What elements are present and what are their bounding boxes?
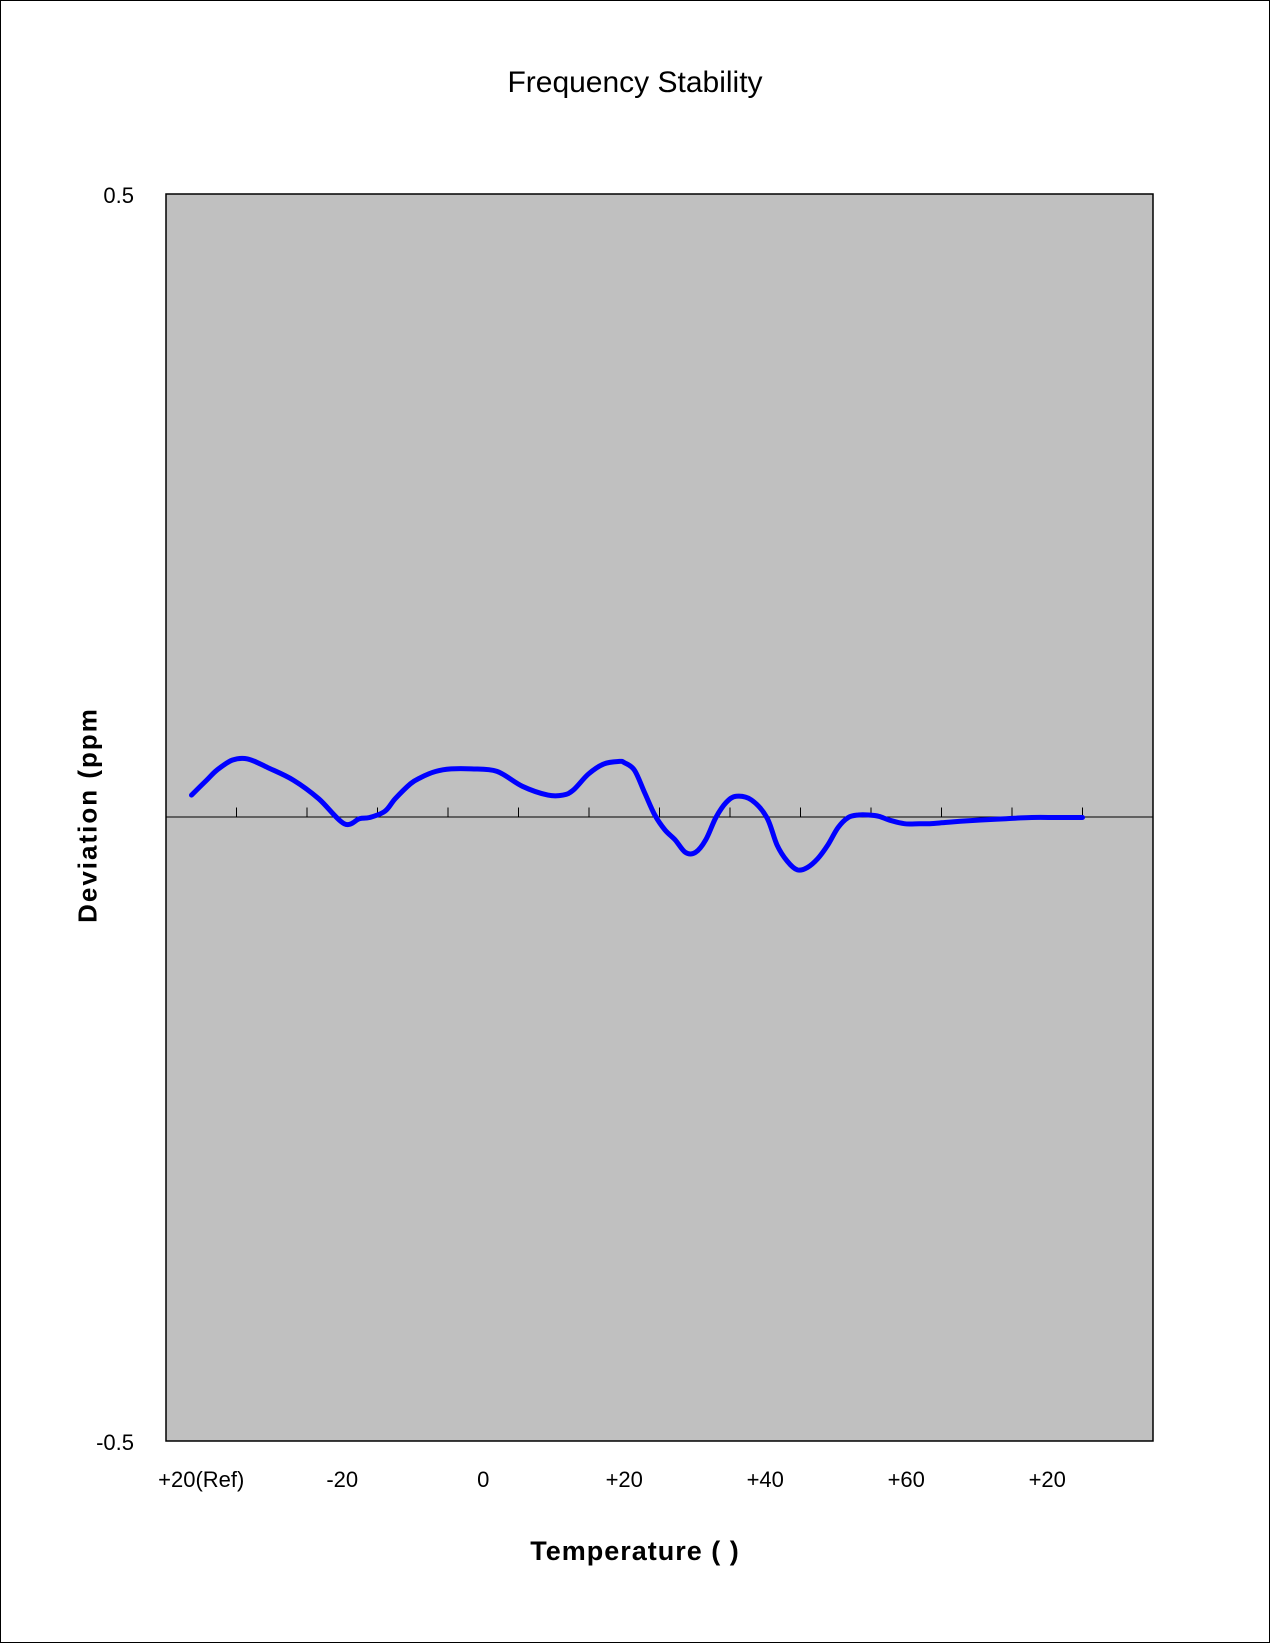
x-tick-labels: +20(Ref) -20 0 +20 +40 +60 +20 bbox=[158, 1467, 1066, 1492]
x-tick-label: +40 bbox=[747, 1467, 784, 1492]
x-tick-label: +60 bbox=[888, 1467, 925, 1492]
y-tick-label-bottom: -0.5 bbox=[96, 1430, 134, 1455]
x-tick-label: +20 bbox=[606, 1467, 643, 1492]
y-tick-label-top: 0.5 bbox=[103, 183, 134, 208]
x-tick-label: 0 bbox=[477, 1467, 489, 1492]
x-tick-label: +20 bbox=[1029, 1467, 1066, 1492]
x-tick-label: +20(Ref) bbox=[158, 1467, 244, 1492]
x-tick-label: -20 bbox=[326, 1467, 358, 1492]
